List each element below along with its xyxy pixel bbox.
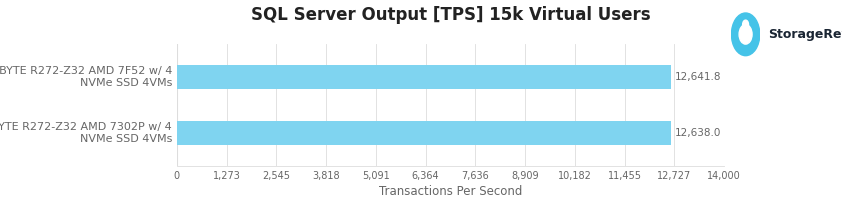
Circle shape xyxy=(732,13,759,56)
Text: 12,641.8: 12,641.8 xyxy=(675,72,722,82)
Text: StorageReview: StorageReview xyxy=(768,28,842,41)
Bar xyxy=(177,121,671,145)
X-axis label: Transactions Per Second: Transactions Per Second xyxy=(379,185,522,198)
Bar xyxy=(177,65,671,89)
Text: 12,638.0: 12,638.0 xyxy=(674,128,721,138)
Circle shape xyxy=(739,25,752,44)
Text: SQL Server Output [TPS] 15k Virtual Users: SQL Server Output [TPS] 15k Virtual User… xyxy=(251,6,650,24)
Circle shape xyxy=(743,20,749,29)
